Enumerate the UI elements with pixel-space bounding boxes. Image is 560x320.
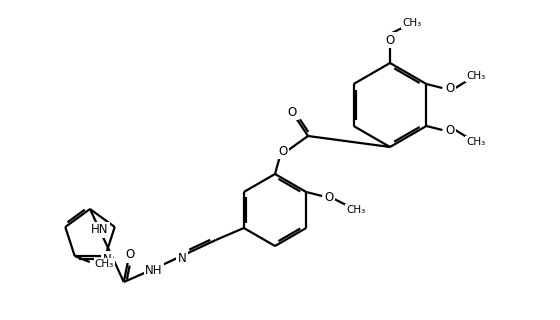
- Text: CH₃: CH₃: [95, 259, 114, 269]
- Text: O: O: [385, 34, 395, 46]
- Text: CH₃: CH₃: [466, 71, 486, 81]
- Text: O: O: [125, 249, 134, 261]
- Text: NH: NH: [145, 265, 162, 277]
- Text: O: O: [287, 106, 297, 118]
- Text: O: O: [278, 145, 288, 157]
- Text: CH₃: CH₃: [466, 137, 486, 147]
- Text: O: O: [446, 82, 455, 94]
- Text: HN: HN: [91, 223, 109, 236]
- Text: CH₃: CH₃: [347, 205, 366, 215]
- Text: CH₃: CH₃: [403, 18, 422, 28]
- Text: O: O: [325, 190, 334, 204]
- Text: O: O: [446, 124, 455, 137]
- Text: N: N: [103, 252, 111, 266]
- Text: N: N: [178, 252, 186, 265]
